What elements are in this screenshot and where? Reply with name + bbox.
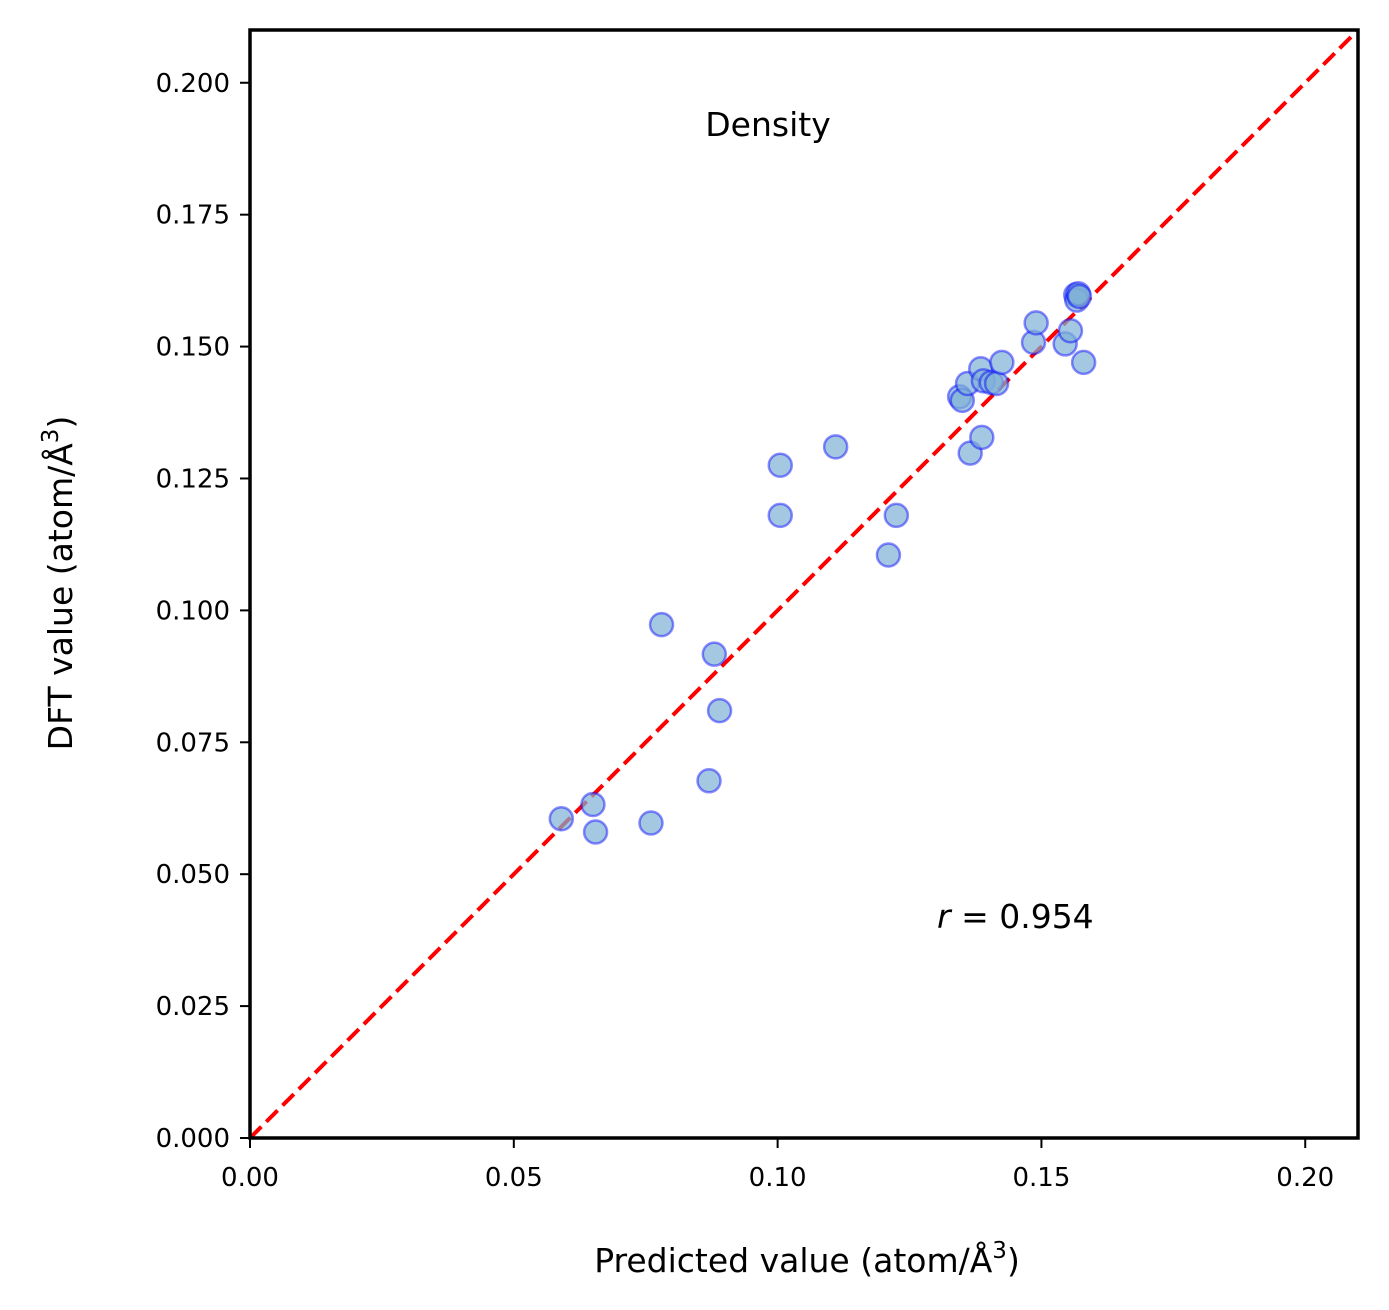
- data-point-4: [648, 611, 675, 638]
- y-tick-label-8: 0.200: [156, 69, 230, 99]
- reference-line-y-equals-x: [250, 30, 1358, 1138]
- data-point-22: [989, 349, 1015, 376]
- correlation-value: = 0.954: [951, 897, 1094, 936]
- data-point-12: [883, 502, 910, 529]
- x-tick-label-1: 0.05: [485, 1163, 543, 1193]
- data-point-9: [767, 502, 794, 529]
- y-tick-label-1: 0.025: [156, 992, 230, 1022]
- x-tick-label-2: 0.10: [749, 1163, 807, 1193]
- y-tick-label-7: 0.175: [156, 201, 230, 231]
- y-tick-label-0: 0.000: [156, 1124, 230, 1154]
- x-tick-label-4: 0.20: [1276, 1163, 1334, 1193]
- data-point-0: [548, 806, 575, 832]
- x-axis-title-sup: 3: [992, 1238, 1007, 1264]
- data-point-3: [638, 810, 664, 836]
- data-point-7: [706, 697, 733, 724]
- x-tick-label-3: 0.15: [1012, 1163, 1070, 1193]
- data-point-16: [957, 440, 983, 466]
- x-axis-title-close: ): [1007, 1241, 1020, 1280]
- y-tick-label-4: 0.100: [156, 596, 230, 626]
- correlation-symbol: r: [937, 897, 953, 936]
- y-tick-label-5: 0.125: [156, 464, 230, 494]
- data-point-8: [767, 452, 794, 479]
- data-point-1: [580, 791, 606, 818]
- y-axis-title-text: DFT value (atom/Å: [40, 443, 80, 751]
- y-axis-title-close: ): [41, 416, 80, 429]
- data-point-5: [696, 768, 722, 794]
- data-point-26: [1057, 317, 1084, 344]
- y-tick-label-6: 0.150: [156, 333, 230, 363]
- data-point-18: [969, 424, 995, 451]
- data-point-24: [1023, 310, 1049, 336]
- y-axis-title: DFT value (atom/Å3): [38, 416, 80, 751]
- x-axis-title: Predicted value (atom/Å3): [594, 1238, 1020, 1280]
- x-axis-title-text: Predicted value (atom/Å: [594, 1240, 993, 1280]
- y-tick-label-3: 0.075: [156, 728, 230, 758]
- data-point-30: [1066, 283, 1093, 310]
- data-point-10: [822, 434, 849, 460]
- data-point-11: [875, 542, 902, 568]
- data-point-6: [701, 641, 728, 667]
- x-tick-label-0: 0.00: [221, 1163, 279, 1193]
- correlation-annotation: r = 0.954: [937, 897, 1094, 936]
- axes-frame: [248, 28, 1360, 1140]
- y-axis-title-sup: 3: [38, 429, 64, 444]
- data-point-21: [983, 370, 1010, 397]
- chart-title: Density: [705, 105, 830, 144]
- data-point-31: [1070, 349, 1097, 376]
- data-point-2: [582, 819, 609, 845]
- y-tick-label-2: 0.050: [156, 860, 230, 890]
- plot-area: 0.00 0.05 0.10 0.15 0.20 0.000 0.025 0.050 0.075…: [156, 28, 1360, 1193]
